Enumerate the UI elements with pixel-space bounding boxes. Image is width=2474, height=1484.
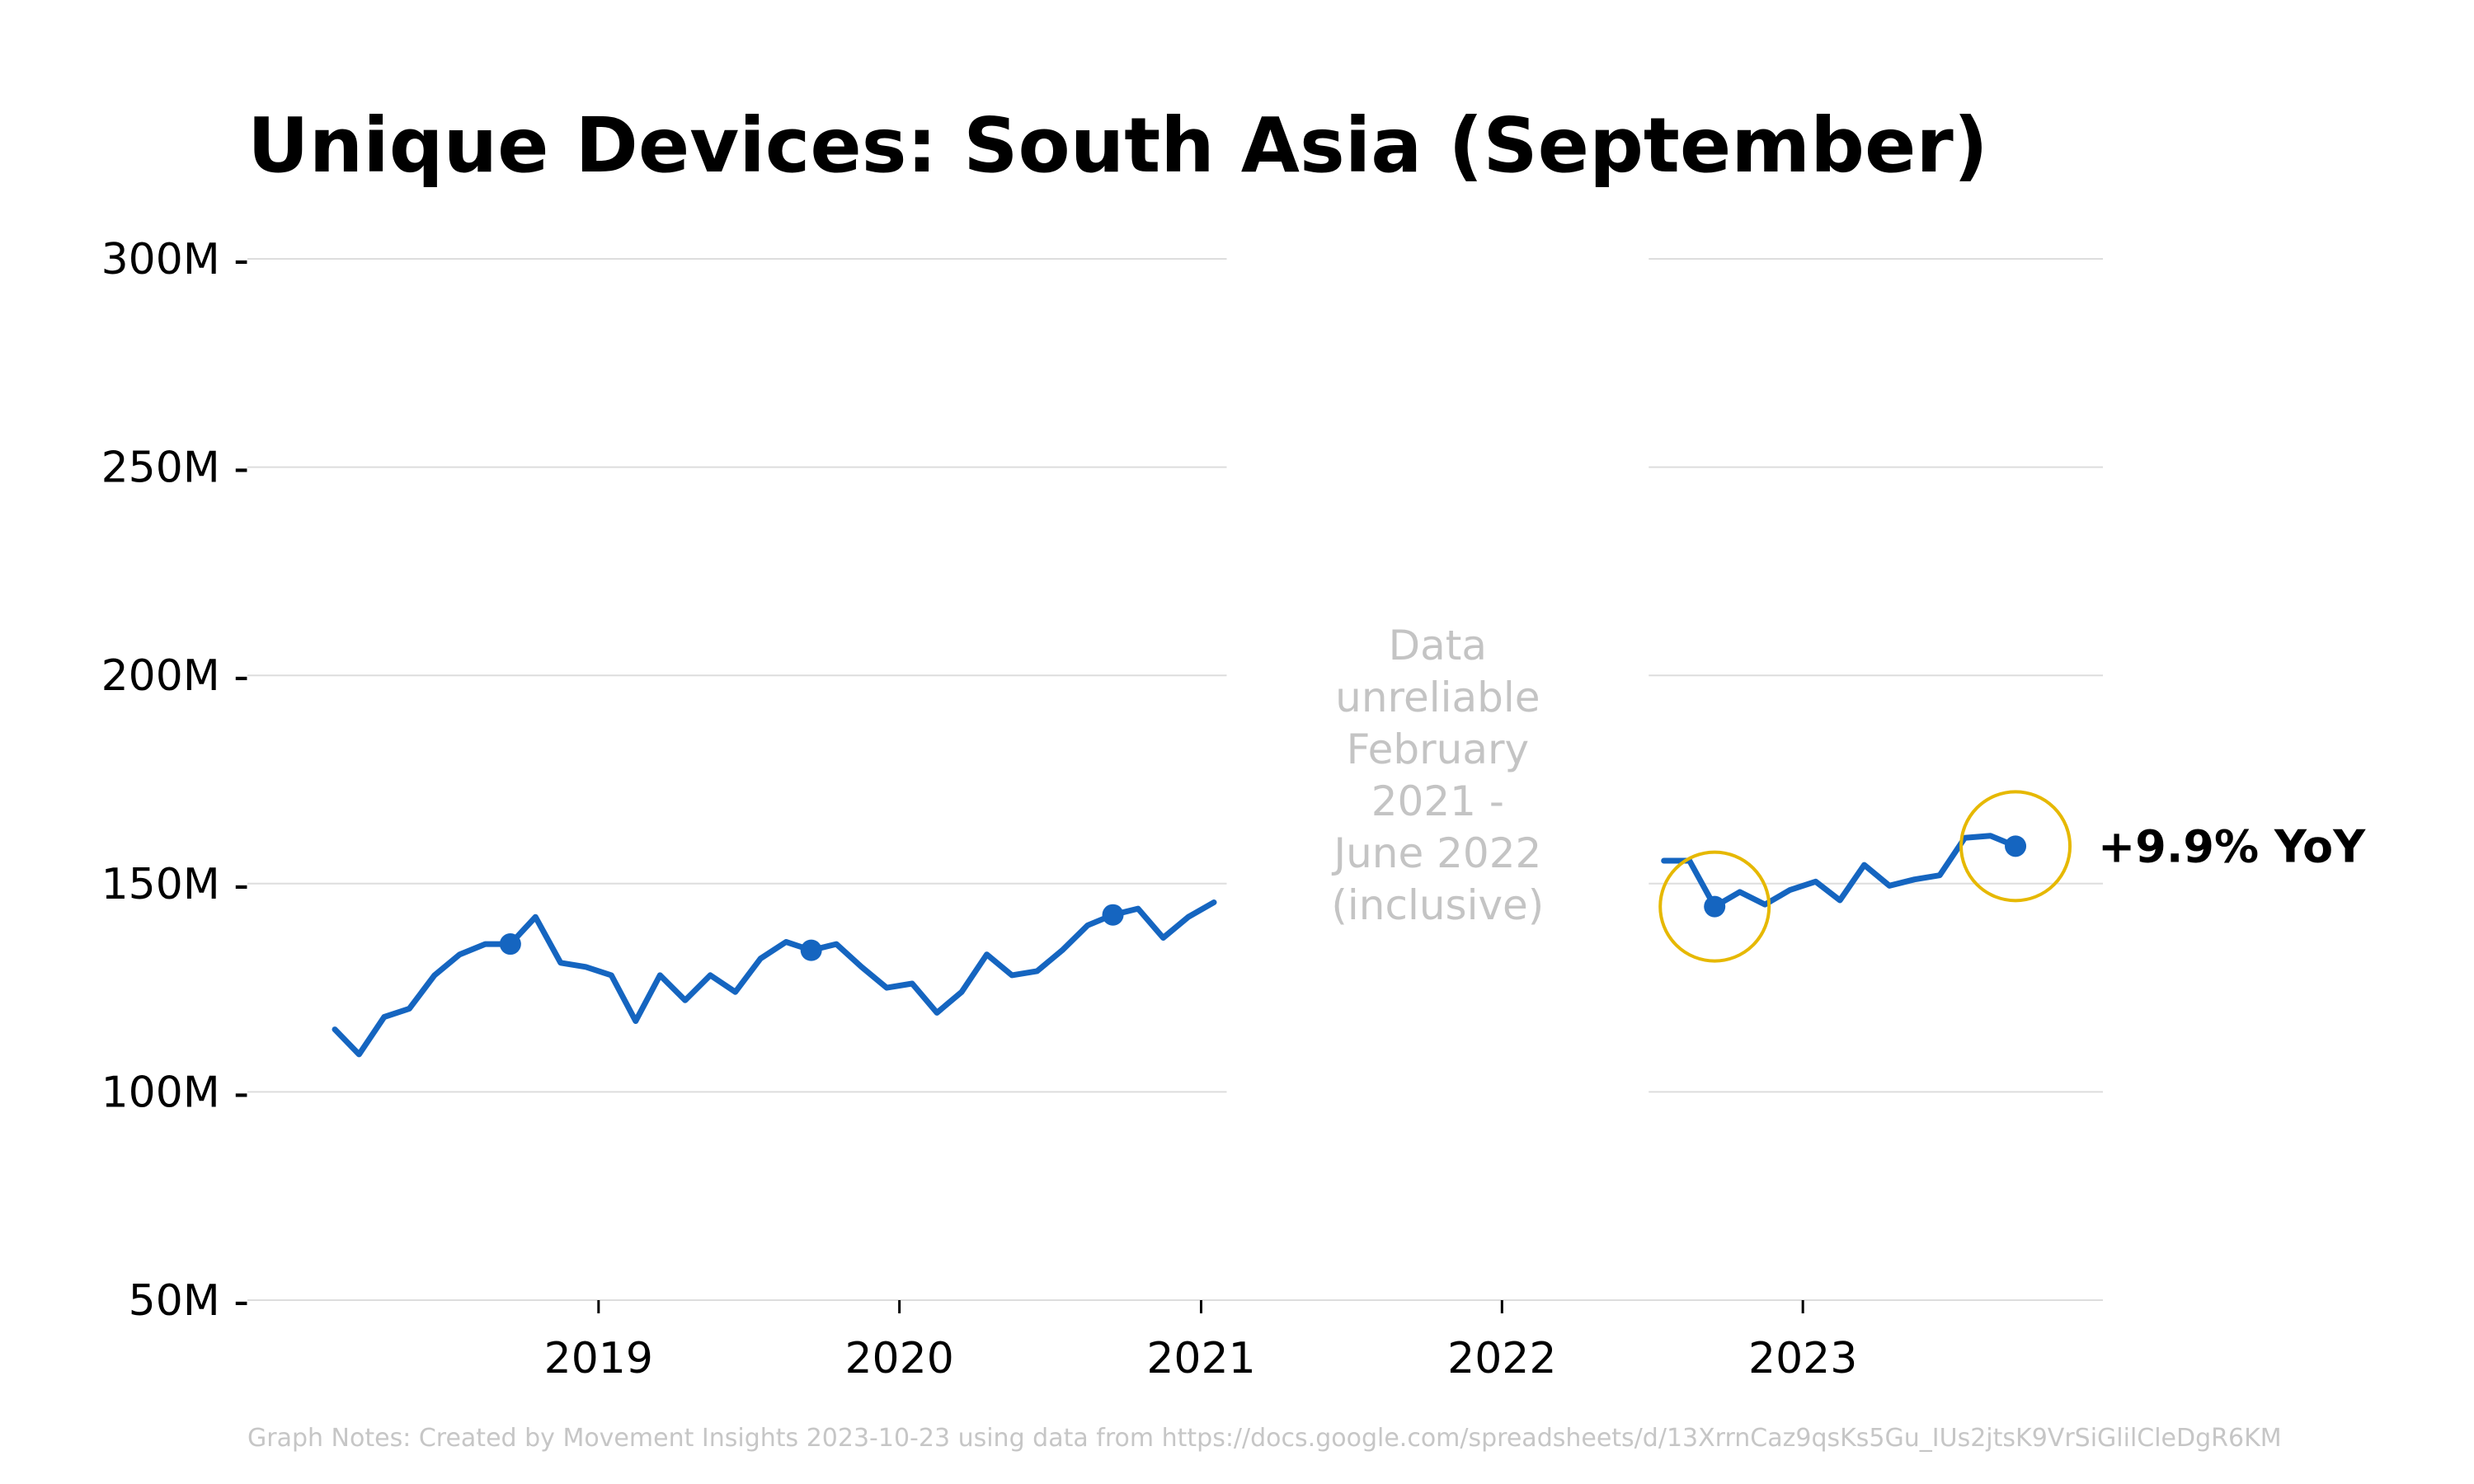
y-tick-label: 150M - (101, 860, 249, 909)
annotations: +9.9% YoY (2098, 820, 2366, 872)
chart-title: Unique Devices: South Asia (September) (247, 101, 1988, 190)
x-tick-label: 2022 (1447, 1334, 1556, 1383)
series (332, 833, 2019, 1058)
gap-note-line: (inclusive) (1331, 881, 1544, 929)
series-line (1661, 833, 2019, 910)
highlight-ring (1959, 790, 2072, 903)
x-tick-label: 2023 (1748, 1334, 1857, 1383)
gap-note-line: Data (1389, 622, 1487, 669)
data-gap-mask (1226, 242, 1649, 1292)
gap-note-line: unreliable (1335, 674, 1540, 721)
y-tick-label: 50M - (129, 1276, 249, 1326)
series-line (332, 899, 1217, 1058)
x-tick-label: 2021 (1146, 1334, 1255, 1383)
data-point (2005, 835, 2027, 857)
data-point (499, 933, 521, 956)
y-tick-label: 100M - (101, 1068, 249, 1117)
x-tick-label: 2019 (544, 1334, 653, 1383)
x-tick-label: 2020 (844, 1334, 953, 1383)
y-tick-label: 200M - (101, 651, 249, 701)
data-point (800, 939, 822, 961)
gap-note-line: June 2022 (1331, 829, 1541, 877)
gap-note-line: February (1347, 726, 1530, 773)
x-axis: 2019 2020 2021 2022 2023 (544, 1300, 1857, 1383)
data-point (1102, 904, 1124, 926)
highlight-ring (1658, 850, 1771, 963)
markers (499, 790, 2072, 963)
gap-note-line: 2021 - (1371, 777, 1504, 825)
y-tick-label: 250M - (101, 444, 249, 493)
y-axis: 300M - 250M - 200M - 150M - 100M - 50M - (101, 235, 249, 1326)
data-point (1704, 895, 1726, 918)
graph-notes: Graph Notes: Created by Movement Insight… (247, 1424, 2282, 1453)
y-tick-label: 300M - (101, 235, 249, 284)
yoy-annotation: +9.9% YoY (2098, 820, 2366, 872)
grid (247, 258, 2103, 1301)
